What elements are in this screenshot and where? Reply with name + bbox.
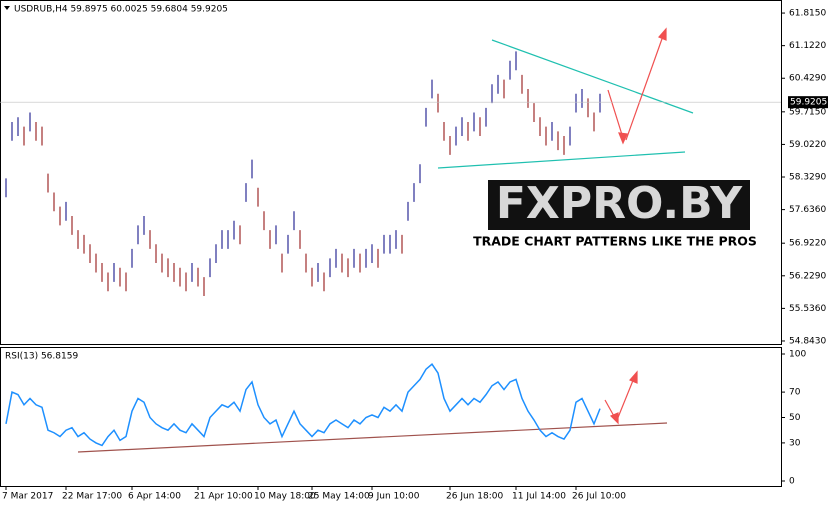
y-tick-label: 70 xyxy=(789,388,801,398)
x-tick-label: 11 Jul 14:00 xyxy=(512,492,566,502)
y-tick-label: 100 xyxy=(789,350,806,360)
y-tick-label: 30 xyxy=(789,438,801,448)
rsi-trendline xyxy=(77,422,668,453)
rsi-line xyxy=(5,363,601,447)
y-tick-label: 56.2290 xyxy=(789,271,826,281)
logo-subtitle: TRADE CHART PATTERNS LIKE THE PROS xyxy=(473,234,757,249)
x-tick-label: 25 May 14:00 xyxy=(308,492,370,502)
y-tick-label: 61.8150 xyxy=(789,9,826,19)
panel-marker xyxy=(4,6,10,10)
x-tick-label: 22 Mar 17:00 xyxy=(62,492,122,502)
price-title: USDRUB,H4 59.8975 60.0025 59.6804 59.920… xyxy=(14,5,228,15)
logo-title: FXPRO.BY xyxy=(496,178,743,229)
x-tick-label: 21 Apr 10:00 xyxy=(194,492,253,502)
rsi-panel xyxy=(0,347,782,487)
y-tick-label: 50 xyxy=(789,413,801,423)
y-tick-label: 57.6360 xyxy=(789,205,826,215)
y-tick-label: 61.1220 xyxy=(789,41,826,51)
logo-box xyxy=(488,180,750,230)
y-tick-label: 60.4290 xyxy=(789,74,826,84)
rsi-title: RSI(13) 56.8159 xyxy=(5,352,78,362)
y-tick-label: 58.3290 xyxy=(789,173,826,183)
x-tick-label: 6 Apr 14:00 xyxy=(128,492,181,502)
x-tick-label: 10 May 18:00 xyxy=(254,492,316,502)
arrows xyxy=(604,27,667,425)
x-tick-label: 26 Jun 18:00 xyxy=(446,492,503,502)
y-tick-label: 54.8430 xyxy=(789,336,826,346)
x-tick-label: 9 Jun 10:00 xyxy=(368,492,420,502)
watermark: FXPRO.BY TRADE CHART PATTERNS LIKE THE P… xyxy=(473,178,757,249)
trendline xyxy=(491,39,694,114)
trendline xyxy=(437,151,686,169)
y-tick-label: 56.9220 xyxy=(789,239,826,249)
x-tick-label: 7 Mar 2017 xyxy=(2,492,53,502)
y-tick-label: 55.5360 xyxy=(789,304,826,314)
y-tick-label: 0 xyxy=(789,477,795,487)
x-tick-label: 26 Jul 10:00 xyxy=(572,492,626,502)
current-price-tag xyxy=(788,96,828,109)
y-tick-label: 59.7150 xyxy=(789,107,826,117)
current-price-label: 59.9205 xyxy=(790,98,827,108)
y-tick-label: 59.0220 xyxy=(789,140,826,150)
price-panel xyxy=(0,0,782,345)
